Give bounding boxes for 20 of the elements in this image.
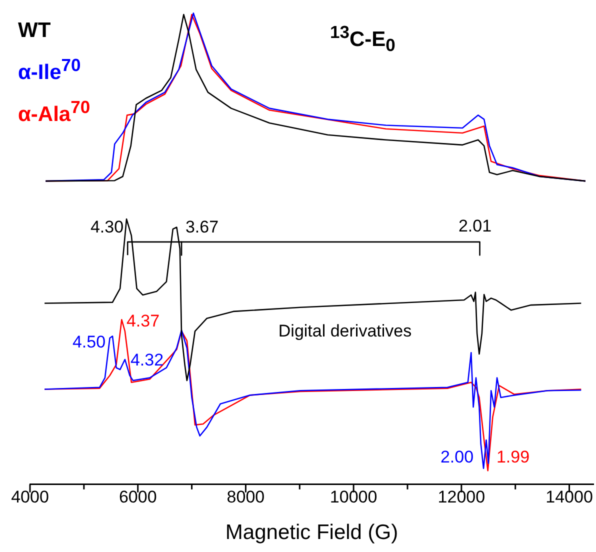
annotation: 1.99 [496, 448, 530, 467]
text: $^{13}$C-E$_{0}$ [330, 22, 396, 56]
series-label: α-Ala$^{70}$ [18, 96, 90, 128]
annotation: 3.67 [185, 218, 219, 237]
x-tick-label: 6000 [118, 487, 157, 506]
annotation: 4.32 [130, 350, 164, 370]
x-tick-label: 4000 [11, 487, 49, 506]
annotation: 4.30 [90, 218, 124, 237]
text: WT [18, 18, 52, 44]
annotation: 2.00 [440, 448, 474, 467]
x-tick-label: 14000 [546, 487, 593, 506]
annotation: 4.37 [126, 312, 160, 331]
text: α-Ile$^{70}$ [18, 54, 82, 86]
x-tick-label: 10000 [330, 487, 378, 506]
x-tick-label: 12000 [438, 487, 486, 506]
x-axis-title: Magnetic Field (G) [225, 521, 398, 544]
x-tick-label: 8000 [226, 487, 265, 506]
annotation: 4.50 [72, 332, 106, 352]
annotation: 2.01 [458, 216, 492, 236]
annotation: Digital derivatives [278, 322, 412, 341]
